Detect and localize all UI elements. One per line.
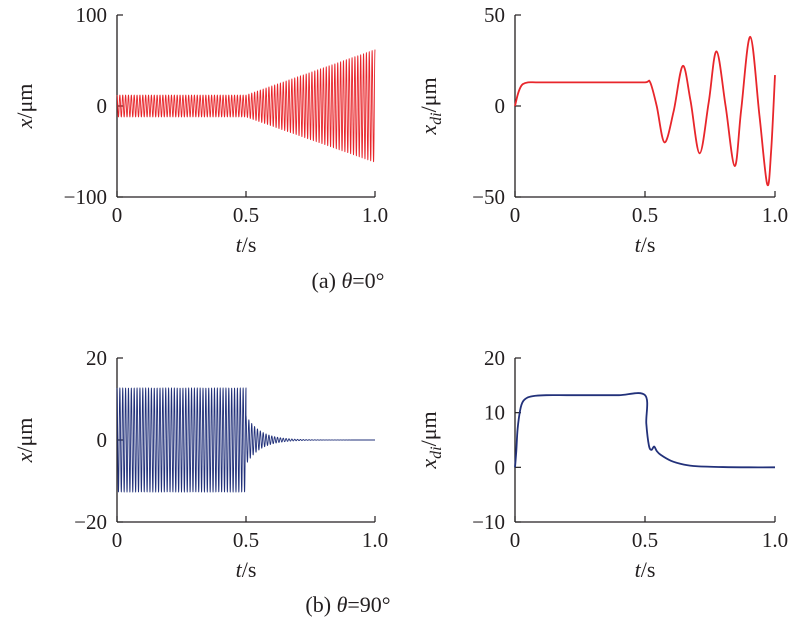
series-line	[514, 35, 776, 187]
y-axis-label: xdi/μm	[416, 411, 445, 469]
y-tick-label: 20	[86, 346, 107, 370]
x-tick-label: 0.5	[233, 528, 259, 552]
x-tick-label: 1.0	[762, 203, 788, 227]
x-axis-label: t/s	[236, 557, 257, 582]
x-axis-label: t/s	[635, 557, 656, 582]
x-axis-label: t/s	[236, 232, 257, 257]
caption-b-prefix: (b)	[305, 592, 336, 617]
x-tick-label: 0	[112, 528, 123, 552]
caption-a: (a) θ=0°	[312, 268, 385, 293]
x-tick-label: 1.0	[362, 203, 388, 227]
x-tick-label: 0.5	[233, 203, 259, 227]
caption-b: (b) θ=90°	[305, 592, 390, 617]
y-tick-label: 0	[495, 94, 506, 118]
series-line	[514, 392, 776, 469]
caption-a-symbol: θ	[341, 268, 352, 293]
y-tick-label: −50	[472, 185, 505, 209]
y-axis-label: x/μm	[12, 418, 37, 464]
x-axis-label: t/s	[635, 232, 656, 257]
x-tick-label: 1.0	[762, 528, 788, 552]
x-tick-label: 0.5	[632, 203, 658, 227]
series-line	[116, 49, 376, 163]
y-tick-label: −100	[64, 185, 107, 209]
y-tick-label: 10	[484, 401, 505, 425]
y-tick-label: 0	[495, 455, 506, 479]
y-tick-label: −10	[472, 510, 505, 534]
y-axis-label: x/μm	[12, 84, 37, 130]
x-tick-label: 0	[510, 203, 521, 227]
caption-a-rest: =0°	[352, 268, 384, 293]
x-tick-label: 0	[510, 528, 521, 552]
series-line	[116, 387, 376, 493]
y-axis-label: xdi/μm	[416, 77, 445, 135]
y-tick-label: 20	[484, 346, 505, 370]
x-tick-label: 0.5	[632, 528, 658, 552]
y-tick-label: 0	[97, 428, 108, 452]
caption-a-prefix: (a)	[312, 268, 342, 293]
caption-b-symbol: θ	[337, 592, 348, 617]
x-tick-label: 0	[112, 203, 123, 227]
y-tick-label: 0	[97, 94, 108, 118]
y-tick-label: 100	[76, 3, 108, 27]
caption-b-rest: =90°	[347, 592, 390, 617]
y-tick-label: 50	[484, 3, 505, 27]
y-tick-label: −20	[74, 510, 107, 534]
x-tick-label: 1.0	[362, 528, 388, 552]
